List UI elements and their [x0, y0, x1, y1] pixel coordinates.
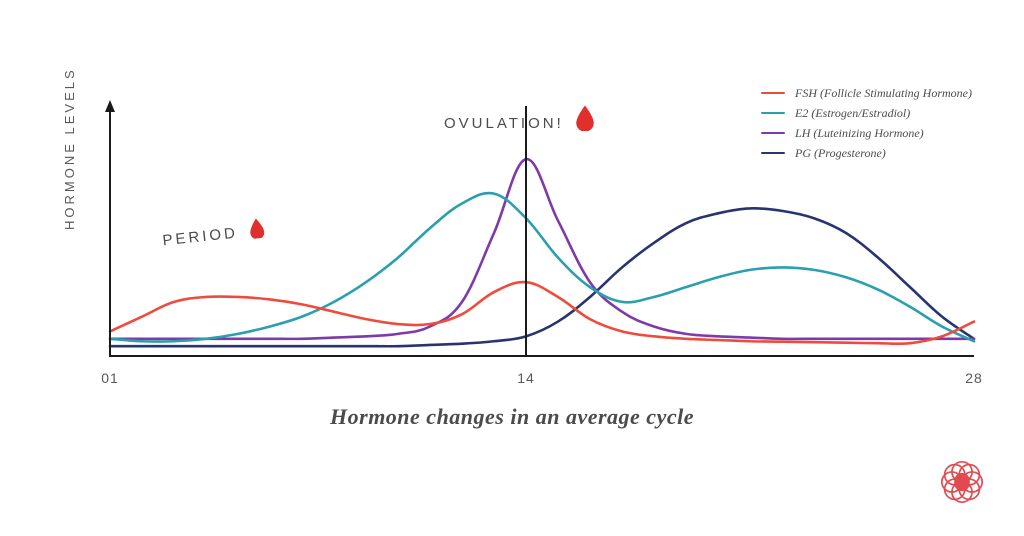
legend-item-pg: PG (Progesterone): [761, 144, 972, 162]
legend-label-lh: LH (Luteinizing Hormone): [795, 124, 924, 142]
annotation-ovulation-label: OVULATION!: [444, 115, 564, 132]
annotation-ovulation: OVULATION!: [444, 102, 595, 132]
legend-label-pg: PG (Progesterone): [795, 144, 886, 162]
chart-canvas: HORMONE LEVELS 01 14 28 PERIOD OVULATION…: [0, 0, 1024, 536]
legend-swatch-lh: [761, 132, 785, 135]
legend-swatch-e2: [761, 112, 785, 115]
legend-swatch-fsh: [761, 92, 785, 95]
x-tick-end: 28: [965, 370, 983, 386]
x-tick-start: 01: [101, 370, 119, 386]
clue-logo-icon: [934, 454, 990, 510]
x-tick-mid: 14: [517, 370, 535, 386]
legend-label-fsh: FSH (Follicle Stimulating Hormone): [795, 84, 972, 102]
legend: FSH (Follicle Stimulating Hormone) E2 (E…: [761, 84, 972, 164]
legend-item-lh: LH (Luteinizing Hormone): [761, 124, 972, 142]
legend-item-fsh: FSH (Follicle Stimulating Hormone): [761, 84, 972, 102]
chart-caption: Hormone changes in an average cycle: [0, 404, 1024, 430]
legend-item-e2: E2 (Estrogen/Estradiol): [761, 104, 972, 122]
blood-drop-icon: [575, 105, 595, 135]
legend-swatch-pg: [761, 152, 785, 155]
y-axis-label: HORMONE LEVELS: [62, 67, 77, 230]
legend-label-e2: E2 (Estrogen/Estradiol): [795, 104, 910, 122]
blood-drop-icon: [248, 218, 266, 244]
